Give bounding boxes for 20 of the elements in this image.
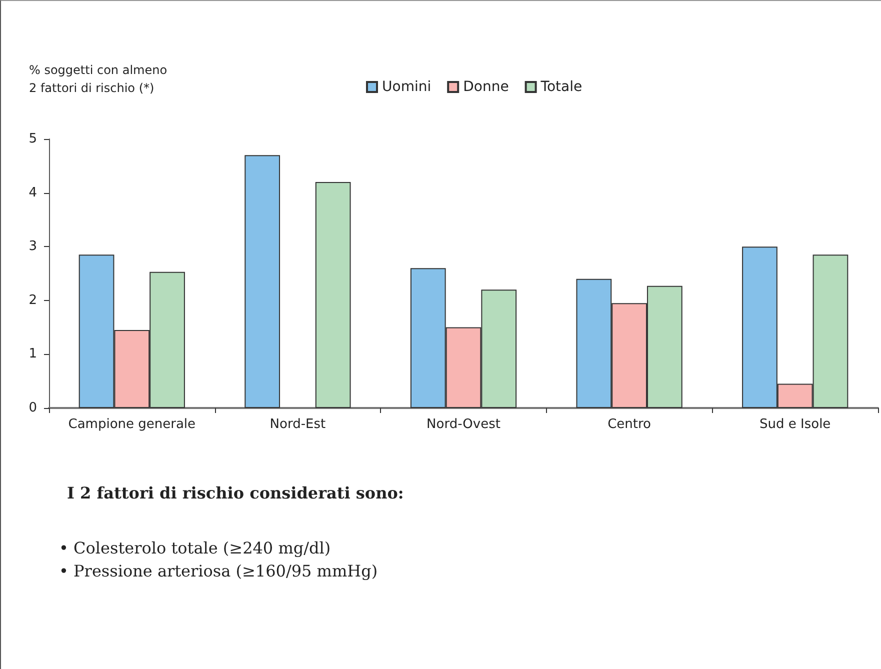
x-tick-label: Nord-Est <box>270 417 326 432</box>
y-axis-title: % soggetti con almeno 2 fattori di rischio (*) <box>29 63 168 95</box>
y-tick-label: 3 <box>28 239 37 254</box>
y-tick-label: 2 <box>28 292 37 308</box>
y-tick-label: 1 <box>28 346 37 362</box>
y-tick-label: 4 <box>28 185 37 200</box>
y-tick-label: 0 <box>28 400 37 416</box>
x-tick-label: Nord-Ovest <box>426 417 500 432</box>
text: • Pressione arteriosa (≥160/95 mmHg) <box>59 562 378 580</box>
bar <box>244 155 280 408</box>
x-tick-label: Centro <box>608 417 652 432</box>
y-tick-label: 5 <box>28 132 37 146</box>
x-tick-label: Sud e Isole <box>760 417 831 432</box>
text: • Colesterolo totale (≥240 mg/dl) <box>59 538 331 558</box>
legend-label: Donne <box>463 79 509 95</box>
legend-label: Totale <box>540 79 582 95</box>
x-tick-label: Campione generale <box>68 417 196 432</box>
text: I 2 fattori di rischio considerati sono: <box>67 484 404 502</box>
legend-label: Uomini <box>382 79 432 95</box>
bar <box>315 182 351 408</box>
